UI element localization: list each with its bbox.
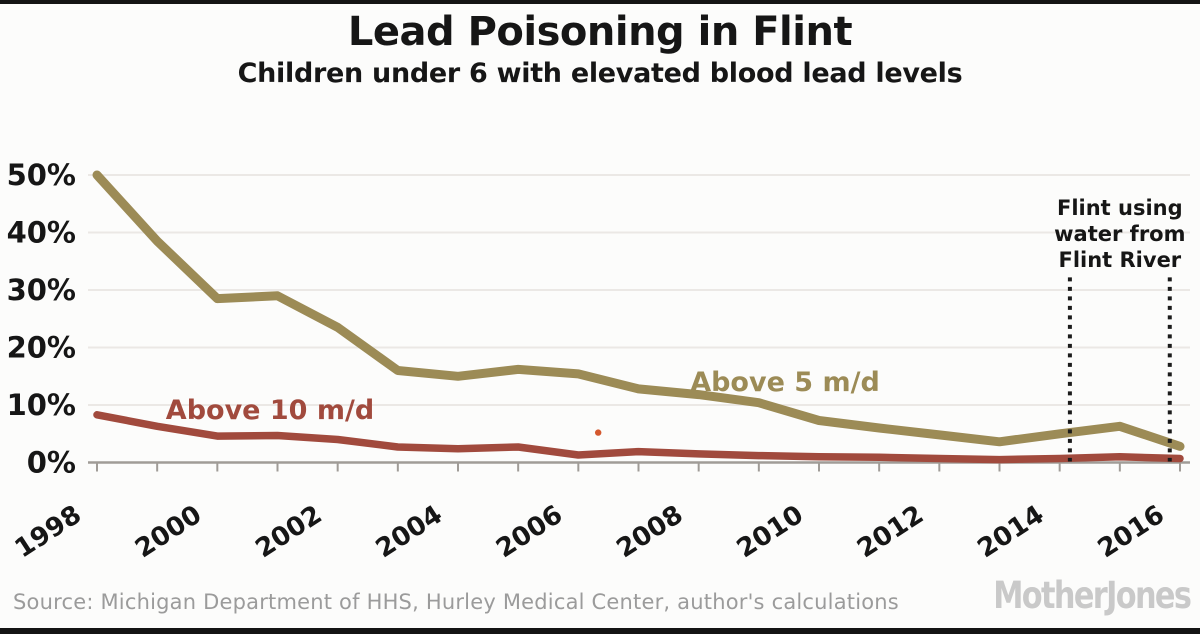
series-line-above-5-m-d xyxy=(92,170,1185,451)
x-axis-label: 2014 xyxy=(972,500,1049,565)
event-annotation-line: Flint using xyxy=(1057,196,1183,220)
event-annotation-line: Flint River xyxy=(1058,248,1181,272)
y-axis-label: 10% xyxy=(7,388,76,422)
x-axis-label: 2000 xyxy=(130,500,207,565)
x-axis-label: 2012 xyxy=(852,500,929,565)
y-axis-label: 30% xyxy=(7,273,76,307)
x-axis-label: 2008 xyxy=(611,500,688,565)
x-axis-label: 2016 xyxy=(1093,500,1170,565)
chart-subtitle: Children under 6 with elevated blood lea… xyxy=(237,58,963,89)
top-border-bar xyxy=(0,0,1200,4)
series-label-above-5-m-d: Above 5 m/d xyxy=(690,367,880,398)
chart-header: Lead Poisoning in Flint Children under 6… xyxy=(0,10,1200,89)
stray-dot xyxy=(594,429,602,436)
motherjones-logo: MotherJones xyxy=(992,574,1192,617)
y-axis-label: 0% xyxy=(27,446,76,480)
chart-footer: Source: Michigan Department of HHS, Hurl… xyxy=(0,574,1200,628)
source-note: Source: Michigan Department of HHS, Hurl… xyxy=(13,590,899,614)
y-axis-label: 20% xyxy=(7,331,76,365)
bottom-border-bar xyxy=(0,628,1200,634)
x-axis-label: 2002 xyxy=(250,500,327,565)
event-annotation-line: water from xyxy=(1054,222,1185,246)
chart-title: Lead Poisoning in Flint xyxy=(347,9,853,55)
x-axis-label: 2004 xyxy=(371,500,448,565)
x-axis-label: 2006 xyxy=(491,500,568,565)
x-axis-label: 2010 xyxy=(732,500,809,565)
series-label-above-10-m-d: Above 10 m/d xyxy=(166,395,374,426)
series-line-above-10-m-d xyxy=(93,411,1184,464)
x-axis-label: 1998 xyxy=(10,500,87,565)
y-axis-label: 50% xyxy=(7,158,76,192)
y-axis-label: 40% xyxy=(7,216,76,250)
